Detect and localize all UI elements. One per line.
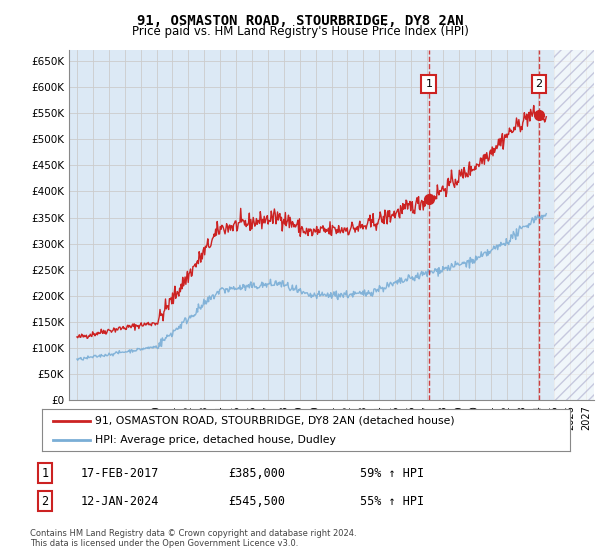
- Text: 91, OSMASTON ROAD, STOURBRIDGE, DY8 2AN (detached house): 91, OSMASTON ROAD, STOURBRIDGE, DY8 2AN …: [95, 416, 454, 426]
- Text: £385,000: £385,000: [228, 466, 285, 480]
- Text: 1: 1: [425, 78, 433, 88]
- Text: This data is licensed under the Open Government Licence v3.0.: This data is licensed under the Open Gov…: [30, 539, 298, 548]
- Text: Contains HM Land Registry data © Crown copyright and database right 2024.: Contains HM Land Registry data © Crown c…: [30, 529, 356, 538]
- Text: 2: 2: [41, 494, 49, 508]
- Text: 2: 2: [535, 78, 542, 88]
- Text: 1: 1: [41, 466, 49, 480]
- Bar: [554, 50, 600, 400]
- Text: 91, OSMASTON ROAD, STOURBRIDGE, DY8 2AN: 91, OSMASTON ROAD, STOURBRIDGE, DY8 2AN: [137, 14, 463, 28]
- Text: 17-FEB-2017: 17-FEB-2017: [81, 466, 160, 480]
- Text: £545,500: £545,500: [228, 494, 285, 508]
- Text: Price paid vs. HM Land Registry's House Price Index (HPI): Price paid vs. HM Land Registry's House …: [131, 25, 469, 38]
- Text: 59% ↑ HPI: 59% ↑ HPI: [360, 466, 424, 480]
- Text: 12-JAN-2024: 12-JAN-2024: [81, 494, 160, 508]
- Text: HPI: Average price, detached house, Dudley: HPI: Average price, detached house, Dudl…: [95, 435, 335, 445]
- Text: 55% ↑ HPI: 55% ↑ HPI: [360, 494, 424, 508]
